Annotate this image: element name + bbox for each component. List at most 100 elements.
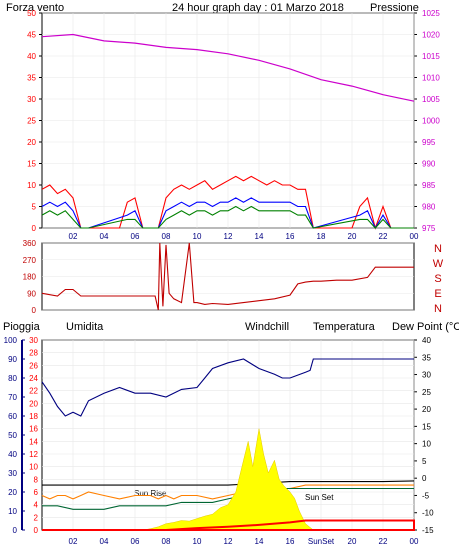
panel1-right-tick-label: 1005 (422, 95, 440, 104)
panel2-right-direction-label: E (434, 288, 441, 300)
rain-tick-label: 24 (29, 374, 38, 383)
rain-tick-label: 16 (29, 425, 38, 434)
rain-tick-label: 8 (34, 475, 39, 484)
panel3-x-tick-label: 08 (162, 537, 171, 546)
chart-title: 24 hour graph day : 01 Marzo 2018 (172, 2, 344, 14)
temp-tick-label: -15 (422, 526, 434, 535)
series-humidity (41, 358, 414, 417)
rain-tick-label: 20 (29, 399, 38, 408)
temp-tick-label: 15 (422, 422, 431, 431)
panel3-x-tick-label: 06 (131, 537, 140, 546)
temp-tick-label: 35 (422, 353, 431, 362)
panel1-right-tick-label: 1015 (422, 52, 440, 61)
panel3-x-tick-label: 10 (193, 537, 202, 546)
temp-tick-label: 30 (422, 371, 431, 380)
rain-tick-label: 18 (29, 412, 38, 421)
legend-pioggia: Pioggia (3, 321, 41, 333)
series-solar (142, 428, 315, 531)
rain-tick-label: 6 (34, 488, 39, 497)
panel1-right-tick-label: 1000 (422, 117, 440, 126)
temp-tick-label: 25 (422, 388, 431, 397)
panel1-x-tick-label: 00 (410, 232, 419, 241)
rain-tick-label: 12 (29, 450, 38, 459)
panel2-left-tick-label: 180 (23, 273, 37, 282)
panel1-x-tick-label: 04 (100, 232, 109, 241)
panel2-right-direction-label: W (433, 258, 444, 270)
panel1-right-tick-label: 975 (422, 224, 436, 233)
panel3-x-tick-label: 16 (286, 537, 295, 546)
humidity-tick-label: 40 (8, 450, 17, 459)
rain-tick-label: 26 (29, 361, 38, 370)
rain-tick-label: 28 (29, 349, 38, 358)
panel3-x-tick-label: 20 (348, 537, 357, 546)
panel1-left-tick-label: 25 (27, 117, 36, 126)
panel1-x-tick-label: 10 (193, 232, 202, 241)
panel1-x-tick-label: 02 (69, 232, 78, 241)
humidity-tick-label: 0 (13, 526, 18, 535)
panel1-x-tick-label: 14 (255, 232, 264, 241)
panel3-x-tick-label: 14 (255, 537, 264, 546)
sun-rise-label-1: Sun Rise (134, 489, 167, 498)
panel3-x-tick-label: SunSet (308, 537, 335, 546)
rain-tick-label: 14 (29, 437, 38, 446)
panel1-x-tick-label: 18 (317, 232, 326, 241)
panel1-left-tick-label: 15 (27, 160, 36, 169)
legend-umidita: Umidita (66, 321, 104, 333)
wind-axis-label: Forza vento (6, 2, 64, 14)
panel1-x-tick-label: 08 (162, 232, 171, 241)
panel1-right-tick-label: 1010 (422, 74, 440, 83)
panel1-left-tick-label: 30 (27, 95, 36, 104)
panel1-left-tick-label: 40 (27, 52, 36, 61)
panel1-x-tick-label: 22 (379, 232, 388, 241)
temp-tick-label: 0 (422, 474, 427, 483)
series-dewpoint (42, 487, 414, 510)
panel1-right-tick-label: 1020 (422, 31, 440, 40)
rain-tick-label: 2 (34, 513, 39, 522)
panel1-right-tick-label: 990 (422, 160, 436, 169)
series-wind_mid (41, 197, 414, 230)
panel3-x-tick-label: 02 (69, 537, 78, 546)
rain-tick-label: 10 (29, 463, 38, 472)
panel3-x-tick-label: 12 (224, 537, 233, 546)
panel1-x-tick-label: 20 (348, 232, 357, 241)
series-pressure (41, 33, 415, 102)
humidity-tick-label: 100 (4, 336, 18, 345)
temp-tick-label: 20 (422, 405, 431, 414)
humidity-tick-label: 30 (8, 469, 17, 478)
rain-tick-label: 22 (29, 387, 38, 396)
panel1-left-tick-label: 5 (32, 203, 37, 212)
temp-tick-label: -10 (422, 509, 434, 518)
legend-temperatura: Temperatura (313, 321, 376, 333)
series-windchill (41, 484, 414, 500)
panel1-left-tick-label: 0 (32, 224, 37, 233)
panel1-right-tick-label: 1025 (422, 9, 440, 18)
series-wind (41, 175, 414, 230)
temp-tick-label: 40 (422, 336, 431, 345)
pressure-axis-label: Pressione (370, 2, 419, 14)
panel1-left-tick-label: 20 (27, 138, 36, 147)
panel1-left-tick-label: 45 (27, 31, 36, 40)
sun-set-label-1: Sun Set (305, 493, 334, 502)
panel1-right-tick-label: 985 (422, 181, 436, 190)
humidity-tick-label: 90 (8, 355, 17, 364)
panel2-left-tick-label: 90 (27, 289, 36, 298)
temp-tick-label: 5 (422, 457, 427, 466)
humidity-tick-label: 60 (8, 412, 17, 421)
series-rain (42, 519, 415, 531)
legend-dewpoint: Dew Point (°C (392, 321, 459, 333)
temp-tick-label: 10 (422, 440, 431, 449)
humidity-tick-label: 10 (8, 507, 17, 516)
series-wind_avg (41, 205, 414, 229)
panel2-left-tick-label: 360 (23, 239, 37, 248)
panel1-right-tick-label: 995 (422, 138, 436, 147)
rain-tick-label: 4 (34, 501, 39, 510)
humidity-tick-label: 20 (8, 488, 17, 497)
panel2-right-direction-label: N (434, 303, 442, 315)
panel1-right-tick-label: 980 (422, 203, 436, 212)
legend-windchill: Windchill (245, 321, 289, 333)
panel2-right-direction-label: N (434, 243, 442, 255)
humidity-tick-label: 70 (8, 393, 17, 402)
panel1-left-tick-label: 50 (27, 9, 36, 18)
